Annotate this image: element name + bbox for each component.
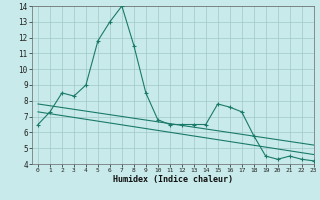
X-axis label: Humidex (Indice chaleur): Humidex (Indice chaleur)	[113, 175, 233, 184]
